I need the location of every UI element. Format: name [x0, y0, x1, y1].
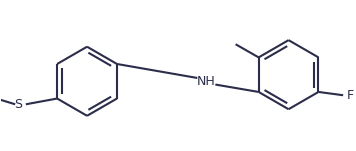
- Text: NH: NH: [197, 75, 216, 88]
- Text: S: S: [15, 98, 22, 111]
- Text: F: F: [346, 89, 354, 102]
